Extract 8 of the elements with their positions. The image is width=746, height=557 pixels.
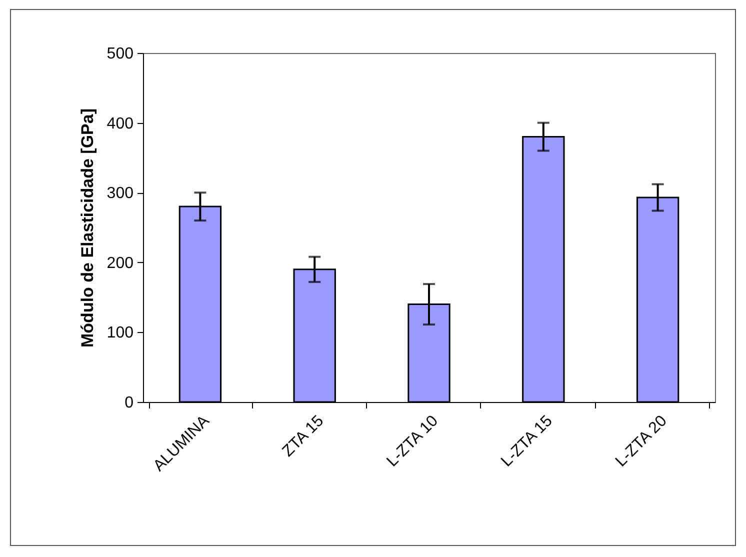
- y-tick-label: 500: [106, 46, 134, 62]
- y-tick-label: 0: [124, 394, 134, 412]
- y-tick-label: 100: [106, 324, 134, 342]
- x-tick-label: ZTA 15: [279, 412, 328, 460]
- y-axis-title: Módulo de Elasticidade [GPa]: [78, 108, 97, 348]
- y-tick-label: 400: [106, 115, 134, 132]
- y-tick-label: 200: [106, 254, 134, 272]
- y-tick-label: 300: [106, 185, 134, 202]
